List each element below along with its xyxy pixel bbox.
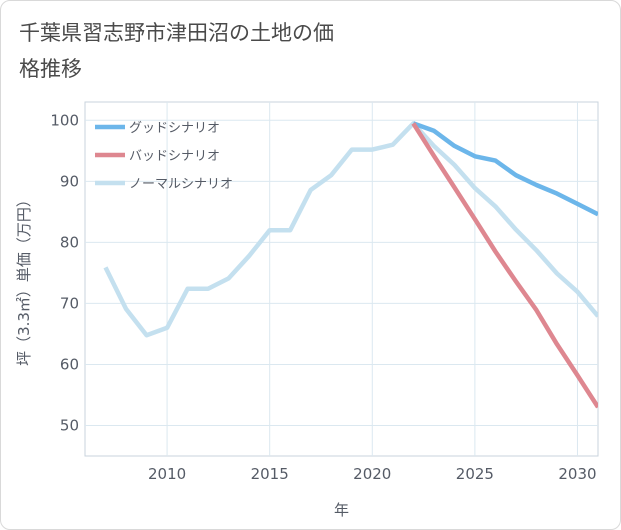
- series-line-0: [412, 121, 598, 217]
- y-tick-label: 80: [60, 233, 79, 251]
- y-tick-label: 90: [60, 172, 79, 190]
- legend-label: ノーマルシナリオ: [129, 177, 233, 192]
- series-line-1: [411, 122, 598, 409]
- y-axis-label: 坪（3.3㎡）単価（万円）: [15, 192, 33, 366]
- chart-title: 千葉県習志野市津田沼の土地の価格推移: [19, 21, 334, 81]
- y-tick-label: 60: [60, 355, 79, 373]
- series-line-2: [103, 121, 598, 338]
- x-tick-label: 2025: [456, 465, 494, 483]
- y-tick-label: 50: [60, 416, 79, 434]
- x-tick-label: 2030: [558, 465, 596, 483]
- y-tick-label: 70: [60, 294, 79, 312]
- legend-label: バッドシナリオ: [129, 149, 220, 164]
- y-tick-label: 100: [50, 111, 79, 129]
- x-tick-label: 2010: [148, 465, 186, 483]
- legend-label: グッドシナリオ: [129, 121, 220, 136]
- x-tick-label: 2020: [353, 465, 391, 483]
- x-tick-label: 2015: [251, 465, 289, 483]
- x-axis-label: 年: [334, 501, 349, 519]
